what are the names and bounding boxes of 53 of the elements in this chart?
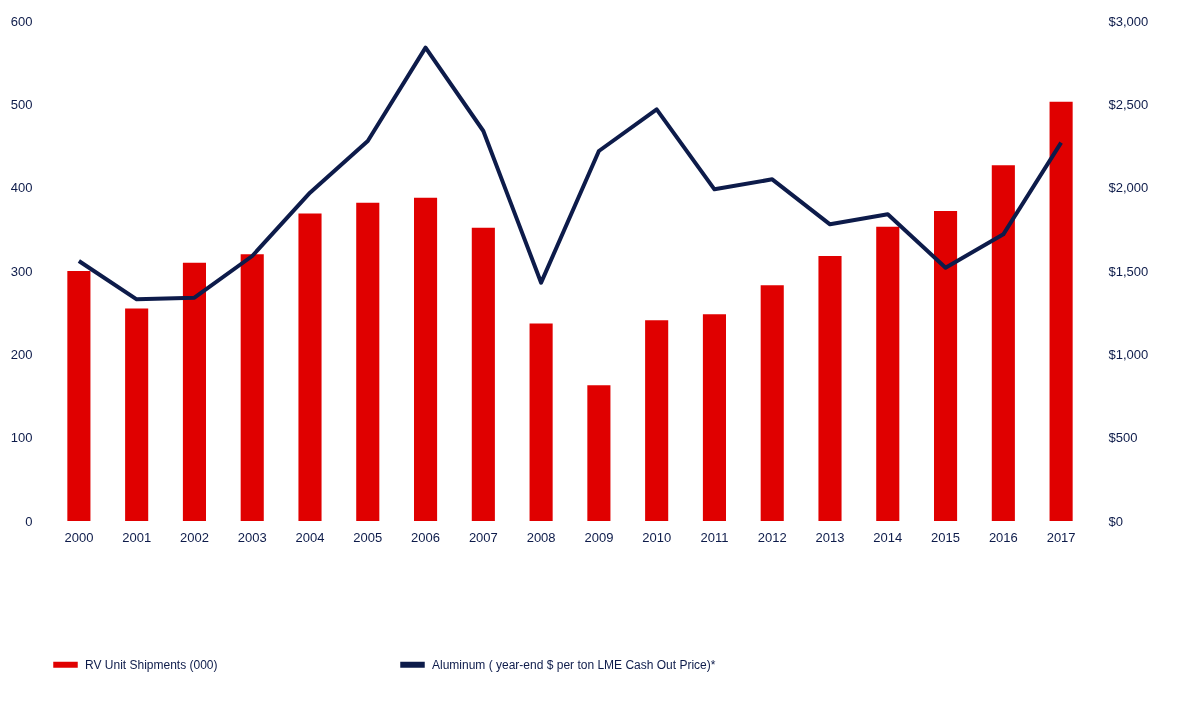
bar xyxy=(876,226,900,521)
bar xyxy=(125,308,149,521)
bar xyxy=(934,211,958,521)
bar xyxy=(298,213,322,521)
y-tick-label: 400 xyxy=(10,180,33,196)
x-tick-label: 2011 xyxy=(700,529,729,545)
y-tick-label: 0 xyxy=(25,513,33,529)
bar xyxy=(529,323,553,521)
y-tick-label: 300 xyxy=(10,263,33,279)
x-tick-label: 2002 xyxy=(179,529,209,545)
x-tick-label: 2004 xyxy=(295,529,325,545)
bar xyxy=(471,227,495,521)
x-tick-label: 2005 xyxy=(353,529,383,545)
bar xyxy=(991,165,1015,521)
y2-tick-label: $1,500 xyxy=(1108,263,1149,279)
y2-tick-label: $3,000 xyxy=(1108,13,1149,29)
legend-label: Aluminum ( year-end $ per ton LME Cash Out Price)* xyxy=(432,657,716,672)
legend-label: RV Unit Shipments (000) xyxy=(85,657,218,672)
x-tick-label: 2017 xyxy=(1046,529,1076,545)
bar xyxy=(818,256,842,521)
y-tick-label: 200 xyxy=(10,346,33,362)
y-tick-label: 500 xyxy=(10,96,33,112)
bar xyxy=(760,285,784,521)
x-tick-label: 2015 xyxy=(931,529,961,545)
x-tick-label: 2014 xyxy=(873,529,903,545)
y2-tick-label: $2,000 xyxy=(1108,180,1149,196)
bar xyxy=(702,314,726,521)
bar xyxy=(645,320,669,521)
x-tick-label: 2007 xyxy=(468,529,498,545)
x-tick-label: 2013 xyxy=(815,529,845,545)
bar xyxy=(1049,101,1073,521)
bar xyxy=(182,262,206,521)
x-tick-label: 2000 xyxy=(64,529,94,545)
bar xyxy=(356,202,380,521)
x-tick-label: 2006 xyxy=(411,529,441,545)
bar xyxy=(67,271,91,521)
x-tick-label: 2012 xyxy=(757,529,787,545)
bar xyxy=(414,197,438,521)
y2-tick-label: $1,000 xyxy=(1108,346,1149,362)
x-tick-label: 2001 xyxy=(122,529,152,545)
y-tick-label: 100 xyxy=(10,430,33,446)
x-tick-label: 2009 xyxy=(584,529,614,545)
y2-tick-label: $2,500 xyxy=(1108,96,1149,112)
y2-tick-label: $0 xyxy=(1108,513,1123,529)
y2-tick-label: $500 xyxy=(1108,430,1138,446)
line-series xyxy=(76,45,1064,302)
y-tick-label: 600 xyxy=(10,13,33,29)
x-tick-label: 2008 xyxy=(526,529,556,545)
bar xyxy=(240,254,264,521)
x-tick-label: 2003 xyxy=(237,529,267,545)
x-tick-label: 2016 xyxy=(988,529,1018,545)
x-tick-label: 2010 xyxy=(642,529,672,545)
bar xyxy=(587,385,611,521)
